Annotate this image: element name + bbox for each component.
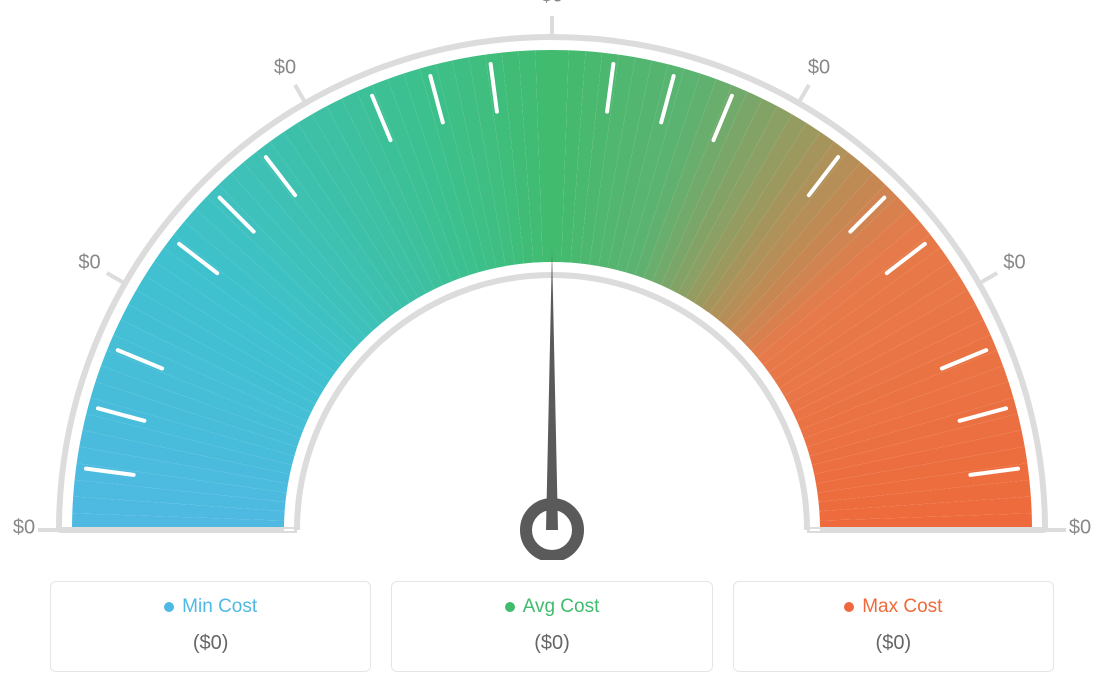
gauge-svg xyxy=(0,0,1104,560)
gauge-tick-label: $0 xyxy=(13,517,35,540)
legend-value-min: ($0) xyxy=(61,632,360,655)
legend-dot-avg xyxy=(505,602,515,612)
legend-value-max: ($0) xyxy=(744,632,1043,655)
gauge-tick-label: $0 xyxy=(1069,517,1091,540)
legend-label-max: Max Cost xyxy=(862,596,942,618)
legend-box-min: Min Cost ($0) xyxy=(50,581,371,672)
gauge-tick-label: $0 xyxy=(1003,252,1025,275)
cost-gauge-chart: $0 $0 $0 $0 $0 $0 $0 Min Cost ($0) Avg Cost ($… xyxy=(0,0,1104,690)
legend-box-avg: Avg Cost ($0) xyxy=(391,581,712,672)
gauge-tick-label: $0 xyxy=(808,56,830,79)
gauge-tick-label: $0 xyxy=(541,0,563,8)
legend-value-avg: ($0) xyxy=(402,632,701,655)
legend-title-avg: Avg Cost xyxy=(505,596,600,618)
gauge-area: $0 $0 $0 $0 $0 $0 $0 xyxy=(0,0,1104,560)
legend-box-max: Max Cost ($0) xyxy=(733,581,1054,672)
legend-label-min: Min Cost xyxy=(182,596,257,618)
gauge-tick-label: $0 xyxy=(78,252,100,275)
legend-title-max: Max Cost xyxy=(844,596,942,618)
legend-row: Min Cost ($0) Avg Cost ($0) Max Cost ($0… xyxy=(50,581,1054,672)
legend-label-avg: Avg Cost xyxy=(523,596,600,618)
legend-dot-min xyxy=(164,602,174,612)
legend-title-min: Min Cost xyxy=(164,596,257,618)
gauge-tick-label: $0 xyxy=(274,56,296,79)
legend-dot-max xyxy=(844,602,854,612)
